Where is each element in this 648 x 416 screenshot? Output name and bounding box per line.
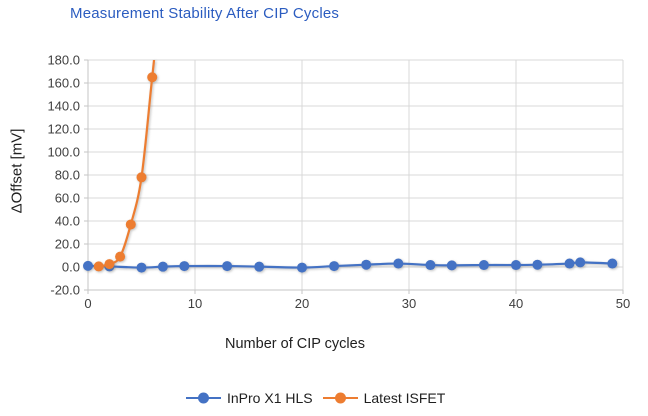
legend-label: InPro X1 HLS: [227, 390, 313, 406]
data-point-marker: [297, 262, 307, 273]
x-tick-label: 0: [84, 296, 91, 311]
y-tick-label: 120.0: [47, 122, 80, 137]
data-point-marker: [157, 261, 168, 272]
data-point-marker: [607, 258, 618, 269]
x-axis-title[interactable]: Number of CIP cycles: [225, 336, 365, 352]
data-point-marker: [104, 259, 115, 270]
legend: InPro X1 HLS Latest ISFET: [185, 390, 445, 406]
x-tick-label: 10: [188, 296, 202, 311]
data-point-marker: [93, 261, 104, 272]
data-point-marker: [179, 261, 190, 272]
data-point-marker: [532, 259, 543, 270]
data-point-marker: [329, 261, 340, 272]
data-point-marker: [147, 72, 158, 83]
y-tick-label: 60.0: [55, 191, 80, 206]
x-tick-label: 20: [295, 296, 309, 311]
data-point-marker: [361, 259, 372, 270]
chart-title[interactable]: Measurement Stability After CIP Cycles: [70, 5, 340, 22]
data-point-marker: [136, 262, 147, 273]
legend-item-inpro-x1-hls[interactable]: InPro X1 HLS: [185, 390, 313, 406]
data-point-marker: [446, 260, 457, 271]
legend-item-latest-isfet[interactable]: Latest ISFET: [322, 390, 446, 406]
data-point-marker: [564, 258, 575, 269]
data-point-marker: [222, 261, 233, 272]
data-point-marker: [254, 261, 265, 272]
legend-marker-icon: [322, 392, 358, 404]
data-point-marker: [83, 260, 93, 271]
data-point-marker: [136, 172, 147, 183]
y-tick-label: 40.0: [55, 214, 80, 229]
legend-label: Latest ISFET: [363, 390, 446, 406]
y-tick-label: 80.0: [55, 168, 80, 183]
data-point-marker: [393, 258, 404, 269]
y-tick-label: 100.0: [47, 145, 80, 160]
y-tick-label: 140.0: [47, 99, 80, 114]
data-point-marker: [125, 219, 136, 230]
y-tick-label: 20.0: [55, 237, 80, 252]
x-tick-label: 30: [402, 296, 416, 311]
data-point-marker: [478, 260, 489, 271]
series-inpro-x1-hls[interactable]: [83, 257, 618, 273]
series-latest-isfet[interactable]: [93, 0, 163, 272]
y-tick-label: 180.0: [47, 53, 80, 68]
data-point-marker: [575, 257, 586, 268]
x-tick-label: 50: [616, 296, 630, 311]
y-tick-label: 160.0: [47, 76, 80, 91]
y-tick-label: 0.0: [62, 260, 80, 275]
legend-marker-icon: [186, 392, 221, 404]
y-tick-label: -20.0: [50, 283, 80, 298]
y-axis-title[interactable]: ΔOffset [mV]: [8, 128, 26, 214]
x-tick-label: 40: [509, 296, 523, 311]
data-point-marker: [115, 251, 126, 262]
data-point-marker: [425, 260, 436, 271]
data-point-marker: [511, 260, 521, 271]
